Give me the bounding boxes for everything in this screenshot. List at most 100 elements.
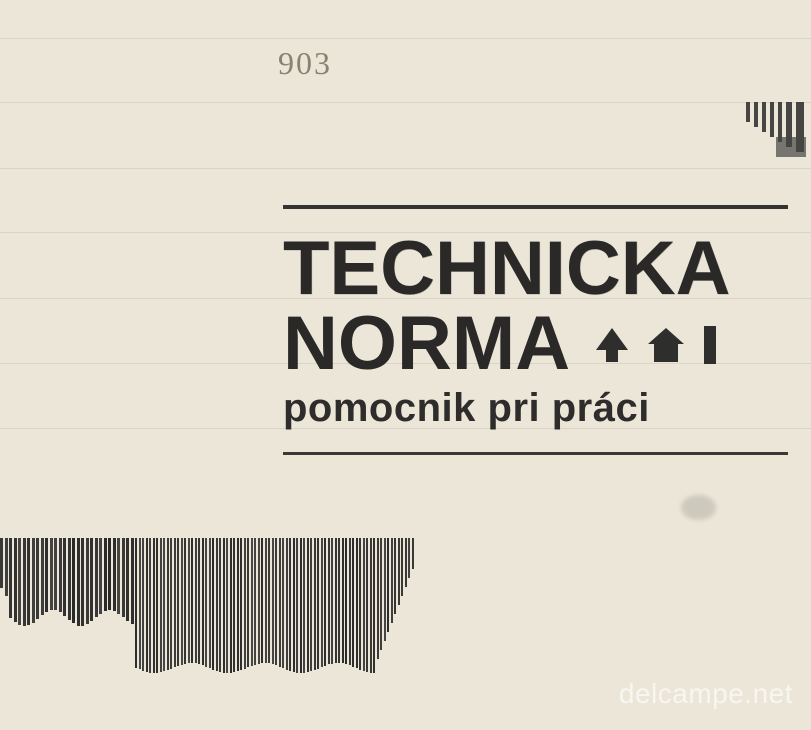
barcode-vline [226,538,228,673]
paper-hline [0,102,811,103]
house-icon [644,322,688,366]
up-arrow-icon [590,322,634,366]
paper-hline [0,168,811,169]
barcode-vline [244,538,246,669]
barcode-vline [261,538,263,663]
barcode-vline [317,538,319,669]
barcode-vline [90,538,93,621]
barcode-vline [237,538,239,671]
barcode-vline [163,538,165,671]
watermark-text: delcampe.net [619,678,793,710]
barcode-vline [59,538,62,612]
barcode-vline [342,538,344,663]
barcode-vline [160,538,162,672]
barcode-vline [81,538,84,626]
barcode-vline [272,538,274,664]
ink-smudge [681,495,716,520]
barcode-vline [72,538,75,623]
barcode-vline [209,538,211,668]
barcode-vline [293,538,295,672]
barcode-lines [0,538,608,678]
barcode-vline [198,538,200,664]
barcode-vline [167,538,169,670]
barcode-vline [384,538,386,641]
barcode-vline [314,538,316,670]
barcode-vline [408,538,410,578]
barcode-vline [135,538,137,668]
paper-hline [0,38,811,39]
barcode-vline [45,538,48,612]
barcode-vline [223,538,225,673]
barcode-vline [258,538,260,664]
barcode-vline [275,538,277,665]
barcode-vline [99,538,102,614]
barcode-vline [68,538,71,620]
barcode-vline [5,538,8,596]
barcode-vline [363,538,365,671]
barcode-vline [401,538,403,596]
barcode-vline [117,538,120,614]
barcode-vline [174,538,176,667]
barcode-vline [331,538,333,664]
stamp-rule-top [283,205,788,209]
barcode-vline [205,538,207,667]
barcode-vline [279,538,281,667]
barcode-vline [36,538,39,619]
barcode-vline [77,538,80,626]
barcode-vline [188,538,190,663]
barcode-vline [310,538,312,671]
barcode-vline [359,538,361,670]
barcode-vline [303,538,305,673]
handwritten-number: 903 [278,45,332,82]
barcode-vline [142,538,144,671]
barcode-vline [300,538,302,673]
barcode-vline [356,538,358,668]
barcode-vline [387,538,389,632]
barcode-vline [349,538,351,665]
stamp-text-line1: TECHNICKA [283,233,788,305]
barcode-vline [32,538,35,623]
stamp-text-line2: NORMA [283,308,570,380]
barcode-vline [181,538,183,665]
barcode-vline [212,538,214,670]
barcode-vline [335,538,337,663]
barcode-vline [230,538,232,673]
barcode-vline [23,538,26,626]
barcode-vline [324,538,326,666]
barcode-vline [289,538,291,671]
barcode-vline [345,538,347,664]
barcode-vline [405,538,407,587]
stamp: TECHNICKA NORMA pomocnik pri práci [283,205,788,455]
stamp-icons [590,322,720,366]
barcode-vline [338,538,340,663]
barcode-vline [149,538,151,673]
barcode-vline [216,538,218,671]
barcode-vline [251,538,253,666]
barcode-vline [296,538,298,673]
barcode-vline [240,538,242,670]
barcode-vline [202,538,204,665]
barcode-vline [18,538,21,625]
barcode-vline [122,538,125,617]
bolt-icon [698,322,720,366]
barcode-vline [0,538,3,588]
barcode-vline [377,538,379,659]
barcode-vline [282,538,284,668]
barcode-vline [321,538,323,667]
barcode-vline [394,538,396,614]
barcode-vline [380,538,382,650]
barcode-vline [153,538,155,673]
barcode-vline [177,538,179,666]
barcode-vline [366,538,368,672]
barcode-vline [95,538,98,617]
stamp-text-line3: pomocnik pri práci [283,386,788,430]
barcode-vline [9,538,12,618]
corner-stamp-mark [736,102,806,157]
barcode-vline [126,538,129,621]
barcode-vline [54,538,57,610]
barcode-vline [27,538,30,625]
barcode-vline [139,538,141,669]
barcode-vline [104,538,107,611]
barcode-vline [219,538,221,672]
barcode-vline [373,538,375,673]
